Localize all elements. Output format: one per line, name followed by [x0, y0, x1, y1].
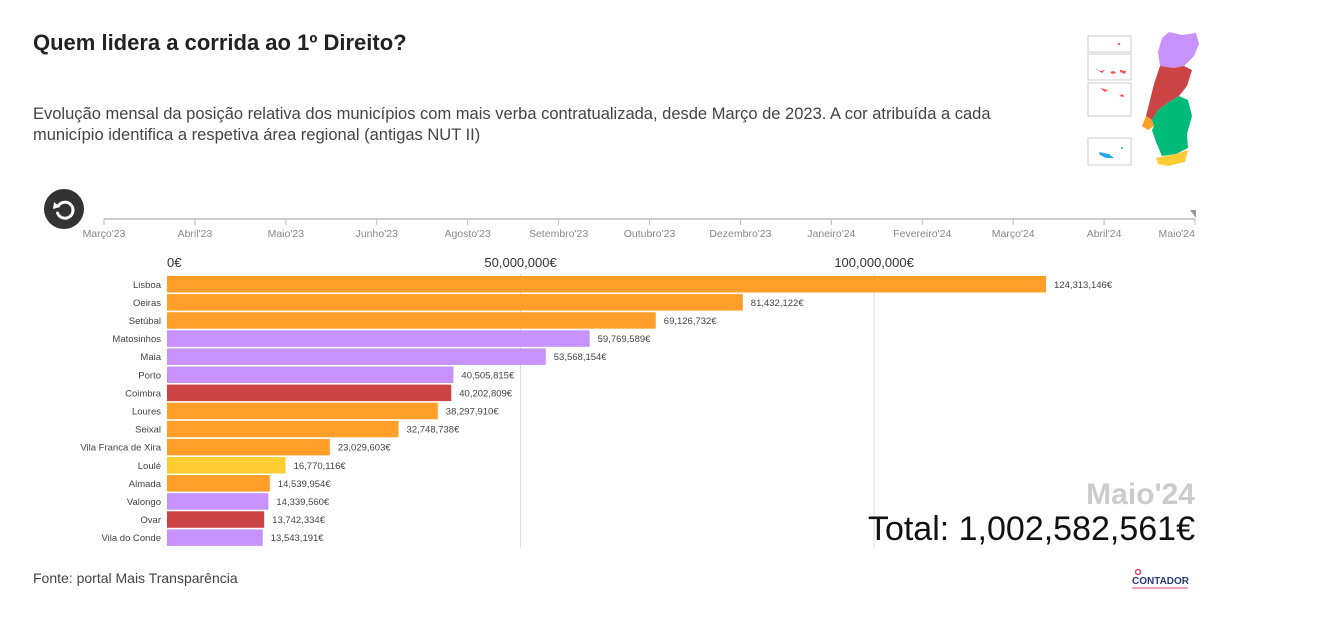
contador-logo: CONTADOR [1132, 568, 1190, 589]
timeline-tick-label[interactable]: Dezembro'23 [709, 228, 771, 240]
chart-title: Quem lidera a corrida ao 1º Direito? [33, 30, 407, 55]
bar-category-label: Seixal [135, 425, 161, 436]
bar-value-label: 124,313,146€ [1054, 280, 1113, 291]
region-lisboa [1142, 116, 1154, 130]
bar [167, 420, 399, 438]
bar-value-label: 69,126,732€ [664, 316, 718, 327]
bar-value-label: 14,539,954€ [278, 479, 332, 490]
replay-button[interactable] [44, 189, 84, 229]
timeline-tick-label[interactable]: Maio'24 [1159, 228, 1196, 240]
bar-value-label: 40,505,815€ [461, 370, 515, 381]
bar [167, 511, 265, 528]
bar [167, 366, 454, 383]
bar-value-label: 53,568,154€ [554, 352, 608, 363]
bar-category-label: Oeiras [133, 298, 161, 309]
x-tick-label: 100,000,000€ [834, 255, 914, 270]
bar-category-label: Vila Franca de Xira [80, 443, 161, 454]
bar-value-label: 32,748,738€ [407, 425, 461, 436]
bar-category-label: Ovar [140, 515, 161, 526]
bar-category-label: Setúbal [129, 316, 161, 327]
timeline-tick-label[interactable]: Março'24 [992, 228, 1035, 240]
x-tick-label: 50,000,000€ [484, 255, 557, 270]
timeline-slider[interactable]: Março'23 Abril'23 Maio'23 Junho'23 Agosto'23… [0, 200, 1340, 250]
timeline-tick-label[interactable]: Setembro'23 [529, 228, 588, 240]
bar [167, 438, 330, 456]
timeline-tick-label[interactable]: Abril'23 [178, 228, 213, 240]
madeira-inset-box [1087, 137, 1132, 166]
total-amount: Total: 1,002,582,561€ [867, 510, 1195, 548]
bar-value-label: 16,770,116€ [294, 461, 347, 472]
portugal-regions-map [1087, 32, 1199, 166]
current-period: Maio'24 [1086, 478, 1195, 511]
timeline-tick-label[interactable]: Março'23 [83, 228, 126, 240]
timeline-tick-label[interactable]: Agosto'23 [444, 228, 491, 240]
bar [167, 529, 263, 546]
bar-category-label: Coimbra [125, 388, 162, 399]
timeline-tick-label[interactable]: Fevereiro'24 [893, 228, 951, 240]
bar [167, 475, 270, 492]
bar-value-label: 40,202,809€ [459, 388, 513, 399]
bar-category-label: Porto [138, 370, 161, 381]
timeline-tick-label[interactable]: Maio'23 [268, 228, 305, 240]
acores-inset-box-2 [1087, 53, 1132, 81]
region-norte [1158, 32, 1199, 68]
bar [167, 402, 438, 420]
acores-islands [1094, 42, 1126, 97]
bar-value-label: 13,742,334€ [272, 515, 326, 526]
bar-category-label: Matosinhos [112, 334, 161, 345]
bar-value-label: 14,339,560€ [276, 497, 330, 508]
chart-subtitle: Evolução mensal da posição relativa dos … [33, 105, 991, 144]
region-alentejo [1152, 96, 1192, 156]
bar-category-label: Lisboa [133, 280, 162, 291]
replay-icon [53, 200, 75, 220]
acores-inset-box-3 [1087, 82, 1132, 117]
bar-chart: 0€ 50,000,000€ 100,000,000€ Lisboa 124,313,… [80, 255, 1113, 548]
timeline-tick-label[interactable]: Abril'24 [1087, 228, 1122, 240]
bar-category-label: Vila do Conde [101, 533, 161, 544]
bar [167, 330, 590, 347]
timeline-tick-label[interactable]: Junho'23 [356, 228, 398, 240]
bar [167, 348, 546, 365]
contador-logo-text: CONTADOR [1132, 576, 1190, 587]
timeline-handle [1190, 210, 1196, 218]
bar [167, 457, 286, 474]
bar-value-label: 13,543,191€ [271, 533, 325, 544]
bar [167, 276, 1046, 293]
acores-inset-box-1 [1087, 35, 1132, 53]
bar [167, 312, 656, 329]
bar-value-label: 38,297,910€ [446, 406, 500, 417]
bar-category-label: Loulé [138, 461, 161, 472]
bar-value-label: 23,029,603€ [338, 443, 392, 454]
bar [167, 294, 743, 311]
region-centro [1146, 66, 1192, 120]
bar-category-label: Valongo [127, 497, 161, 508]
bar-value-label: 59,769,589€ [598, 334, 652, 345]
bar [167, 384, 452, 402]
bar-value-label: 81,432,122€ [751, 298, 805, 309]
timeline-tick-label[interactable]: Outubro'23 [624, 228, 676, 240]
madeira-islands [1099, 147, 1123, 158]
bar [167, 493, 269, 510]
bar-category-label: Maia [140, 352, 161, 363]
region-algarve [1156, 150, 1188, 166]
timeline-tick-label[interactable]: Janeiro'24 [807, 228, 855, 240]
bar-category-label: Almada [129, 479, 162, 490]
bar-category-label: Loures [132, 406, 161, 417]
source-note: Fonte: portal Mais Transparência [33, 570, 238, 586]
x-tick-label: 0€ [167, 255, 182, 270]
